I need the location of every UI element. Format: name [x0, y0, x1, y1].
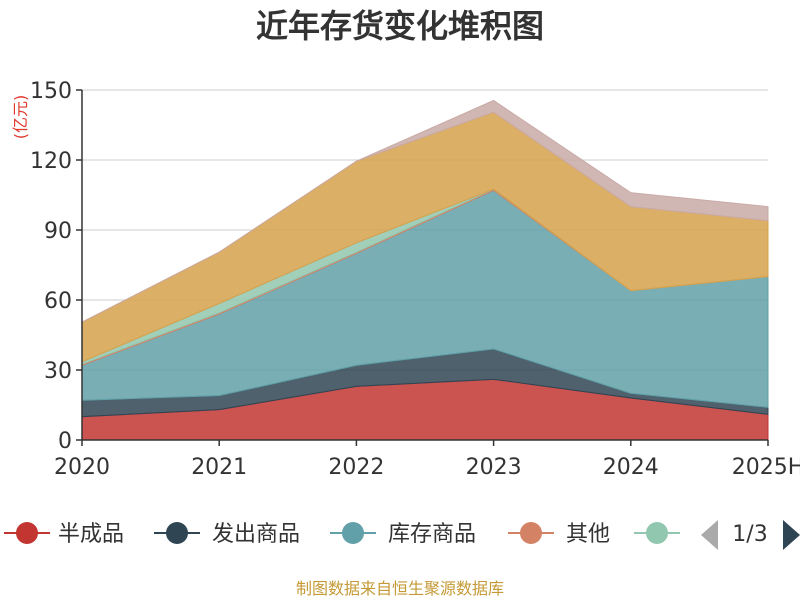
legend-marker	[342, 522, 364, 544]
x-tick-label: 2024	[603, 455, 659, 480]
y-tick-label: 30	[44, 359, 72, 384]
area-series	[81, 99, 769, 441]
legend-next-page-icon[interactable]	[783, 520, 800, 550]
y-tick-label: 90	[44, 219, 72, 244]
x-tick-label: 2022	[328, 455, 384, 480]
legend-prev-page-icon[interactable]	[701, 520, 718, 550]
x-tick-label: 2023	[466, 455, 522, 480]
legend-item-semi-finished[interactable]: 半成品	[4, 522, 124, 547]
data-source-note: 制图数据来自恒生聚源数据库	[296, 579, 504, 598]
area-series-7	[81, 99, 769, 323]
legend: 半成品 发出商品 库存商品 其他 1/3	[4, 520, 800, 550]
y-tick-label: 120	[30, 149, 72, 174]
y-tick-label: 60	[44, 289, 72, 314]
legend-label: 库存商品	[388, 522, 476, 547]
x-tick-label: 2021	[191, 455, 247, 480]
axes	[81, 90, 768, 441]
legend-label: 发出商品	[212, 522, 300, 547]
legend-marker	[166, 522, 188, 544]
legend-marker	[520, 522, 542, 544]
x-tick-label: 2025H	[732, 455, 800, 480]
y-tick-label: 0	[58, 429, 72, 454]
x-tick-label: 2020	[54, 455, 110, 480]
legend-marker	[16, 522, 38, 544]
legend-label: 半成品	[58, 522, 124, 547]
legend-page-indicator: 1/3	[732, 522, 767, 547]
y-tick-labels: 0 30 60 90 120 150	[30, 79, 82, 454]
chart-title: 近年存货变化堆积图	[256, 7, 544, 45]
y-tick-label: 150	[30, 79, 72, 104]
y-axis-unit: (亿元)	[11, 95, 30, 140]
x-tick-labels: 2020 2021 2022 2023 2024 2025H	[54, 440, 800, 480]
legend-item-shipped-goods[interactable]: 发出商品	[154, 522, 300, 547]
legend-item-other[interactable]: 其他	[508, 522, 610, 547]
legend-label: 其他	[566, 522, 610, 547]
legend-item-stock-goods[interactable]: 库存商品	[330, 522, 476, 547]
legend-marker	[646, 522, 668, 544]
legend-item-5[interactable]	[634, 522, 680, 544]
